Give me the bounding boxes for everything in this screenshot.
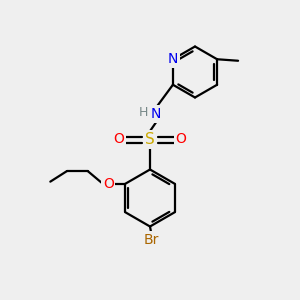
Text: S: S	[145, 132, 155, 147]
Text: Br: Br	[144, 233, 159, 247]
Text: N: N	[151, 107, 161, 121]
Text: N: N	[168, 52, 178, 66]
Text: O: O	[176, 132, 186, 146]
Text: O: O	[114, 132, 124, 146]
Text: O: O	[103, 177, 114, 191]
Text: H: H	[138, 106, 148, 119]
